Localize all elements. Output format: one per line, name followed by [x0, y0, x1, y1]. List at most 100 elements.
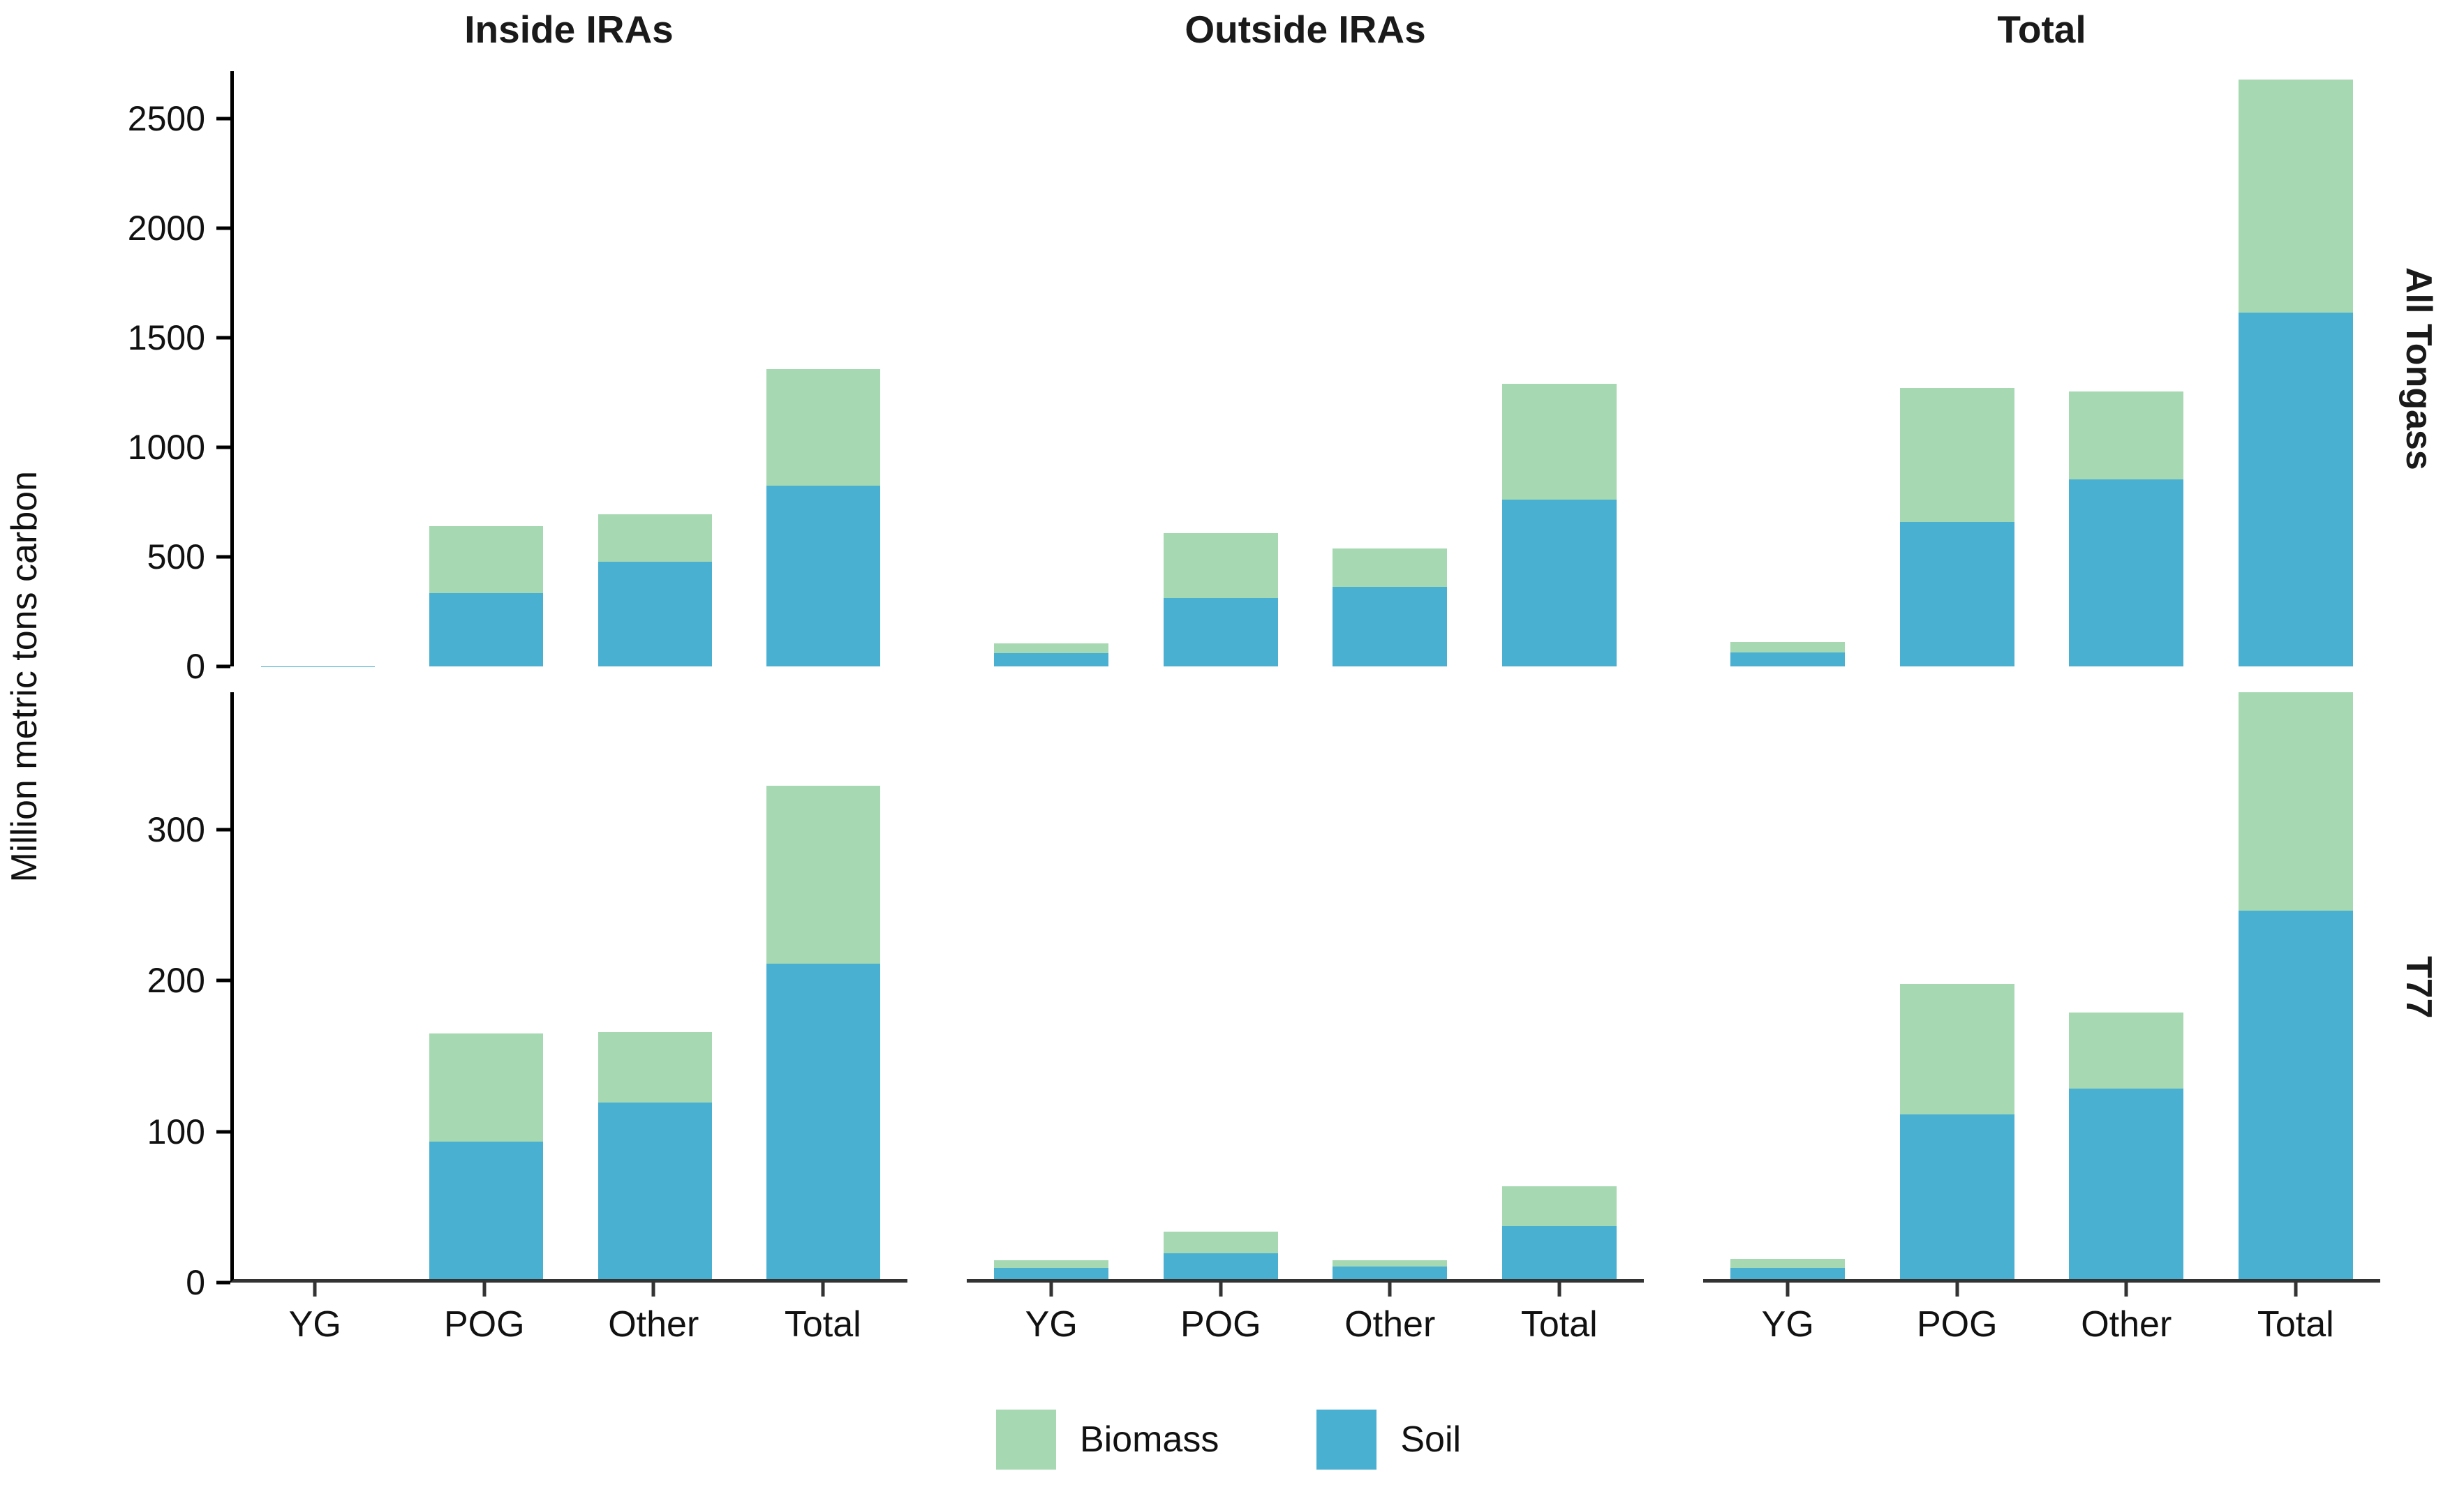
facet-strip-all-tongass: All Tongass: [2398, 267, 2439, 470]
segment-biomass: [598, 1032, 712, 1103]
segment-soil: [1333, 1267, 1448, 1279]
x-tick: [1219, 1283, 1223, 1297]
facet-title-total: Total: [1997, 8, 2086, 51]
legend-label-soil: Soil: [1400, 1419, 1462, 1460]
segment-biomass: [2069, 391, 2184, 479]
segment-biomass: [1730, 642, 1846, 653]
bar-all-tongass-outside-iras-pog: [1161, 530, 1280, 666]
bar-all-tongass-outside-iras-other: [1330, 546, 1450, 666]
segment-soil: [1333, 587, 1448, 666]
bar-t77-total-other: [2067, 1010, 2186, 1279]
y-tick: [216, 336, 230, 340]
legend-item-biomass: Biomass: [995, 1410, 1219, 1470]
segment-soil: [598, 1102, 712, 1279]
x-tick: [1557, 1283, 1561, 1297]
x-tick: [821, 1283, 825, 1297]
x-tick-label-pog: POG: [1916, 1304, 1998, 1345]
segment-biomass: [598, 514, 712, 562]
x-tick-label-total: Total: [784, 1304, 861, 1345]
y-axis-row-1: 0 100 200 300: [49, 692, 230, 1300]
segment-soil: [994, 653, 1109, 666]
bar-t77-inside-iras-total: [764, 784, 882, 1279]
x-tick: [651, 1283, 655, 1297]
x-tick-label-other: Other: [1344, 1304, 1436, 1345]
segment-soil: [2238, 910, 2353, 1279]
segment-biomass: [429, 1033, 544, 1142]
bar-all-tongass-total-pog: [1897, 385, 2017, 666]
bar-all-tongass-inside-iras-other: [595, 511, 714, 666]
y-tick: [216, 226, 230, 230]
bar-t77-outside-iras-pog: [1161, 1229, 1280, 1279]
bar-t77-inside-iras-other: [595, 1030, 714, 1279]
legend-label-biomass: Biomass: [1079, 1419, 1219, 1460]
segment-soil: [2238, 312, 2353, 666]
bar-all-tongass-inside-iras-total: [764, 367, 882, 666]
legend-item-soil: Soil: [1316, 1410, 1461, 1470]
bar-t77-outside-iras-yg: [992, 1257, 1111, 1279]
segment-biomass: [994, 643, 1109, 654]
bar-t77-inside-iras-pog: [427, 1031, 546, 1279]
bar-all-tongass-outside-iras-yg: [992, 641, 1111, 666]
segment-biomass: [2069, 1012, 2184, 1089]
y-tick: [216, 978, 230, 983]
segment-soil: [1899, 1114, 2014, 1279]
segment-soil: [1501, 500, 1617, 666]
panel-all-tongass-inside-iras: [230, 71, 907, 666]
bar-t77-total-total: [2236, 690, 2355, 1279]
segment-biomass: [1501, 383, 1617, 500]
segment-soil: [1501, 1225, 1617, 1279]
bar-t77-total-pog: [1897, 981, 2017, 1279]
segment-soil: [2069, 479, 2184, 666]
legend: Biomass Soil: [0, 1363, 2457, 1495]
x-tick-label-other: Other: [608, 1304, 699, 1345]
y-axis-title: Million metric tons carbon: [4, 471, 45, 883]
panel-t77-inside-iras: [230, 692, 907, 1283]
x-axis-labels-total: YG POG Other Total: [1703, 1283, 2380, 1363]
x-tick-label-total: Total: [2257, 1304, 2334, 1345]
segment-biomass: [766, 369, 880, 486]
x-tick: [2294, 1283, 2298, 1297]
segment-soil: [1730, 1268, 1846, 1279]
panel-t77-total: [1703, 690, 2380, 1283]
x-tick-label-yg: YG: [288, 1304, 341, 1345]
segment-biomass: [1163, 1231, 1278, 1253]
segment-biomass: [1501, 1186, 1617, 1226]
segment-soil: [429, 1141, 544, 1279]
x-tick: [2124, 1283, 2128, 1297]
bar-all-tongass-total-other: [2067, 389, 2186, 666]
biomass-swatch-icon: [995, 1410, 1056, 1470]
x-axis-labels-inside-iras: YG POG Other Total: [230, 1283, 907, 1363]
facet-strip-t77: T77: [2398, 956, 2439, 1019]
y-tick: [216, 445, 230, 449]
x-tick: [1049, 1283, 1053, 1297]
x-tick-label-yg: YG: [1761, 1304, 1814, 1345]
segment-biomass: [1899, 387, 2014, 522]
bar-all-tongass-total-yg: [1728, 640, 1848, 666]
x-axis-labels-outside-iras: YG POG Other Total: [967, 1283, 1644, 1363]
x-tick: [482, 1283, 487, 1297]
segment-soil: [1163, 597, 1278, 666]
y-tick: [216, 1280, 230, 1285]
segment-soil: [598, 561, 712, 666]
y-tick: [216, 664, 230, 669]
segment-biomass: [994, 1260, 1109, 1269]
soil-swatch-icon: [1316, 1410, 1377, 1470]
x-tick-label-pog: POG: [1180, 1304, 1261, 1345]
segment-biomass: [1730, 1258, 1846, 1269]
segment-soil: [1730, 652, 1846, 666]
segment-soil: [766, 963, 880, 1279]
y-tick: [216, 828, 230, 832]
panel-all-tongass-outside-iras: [967, 71, 1644, 666]
bar-all-tongass-total-total: [2236, 77, 2355, 666]
segment-soil: [994, 1268, 1109, 1279]
segment-soil: [429, 592, 544, 666]
bar-all-tongass-inside-iras-yg: [259, 664, 378, 666]
segment-soil: [1899, 521, 2014, 666]
segment-biomass: [2238, 692, 2353, 911]
x-tick: [1786, 1283, 1790, 1297]
facet-title-inside-iras: Inside IRAs: [464, 8, 674, 51]
bar-all-tongass-inside-iras-pog: [427, 523, 546, 666]
segment-biomass: [429, 525, 544, 593]
x-tick-label-pog: POG: [443, 1304, 525, 1345]
